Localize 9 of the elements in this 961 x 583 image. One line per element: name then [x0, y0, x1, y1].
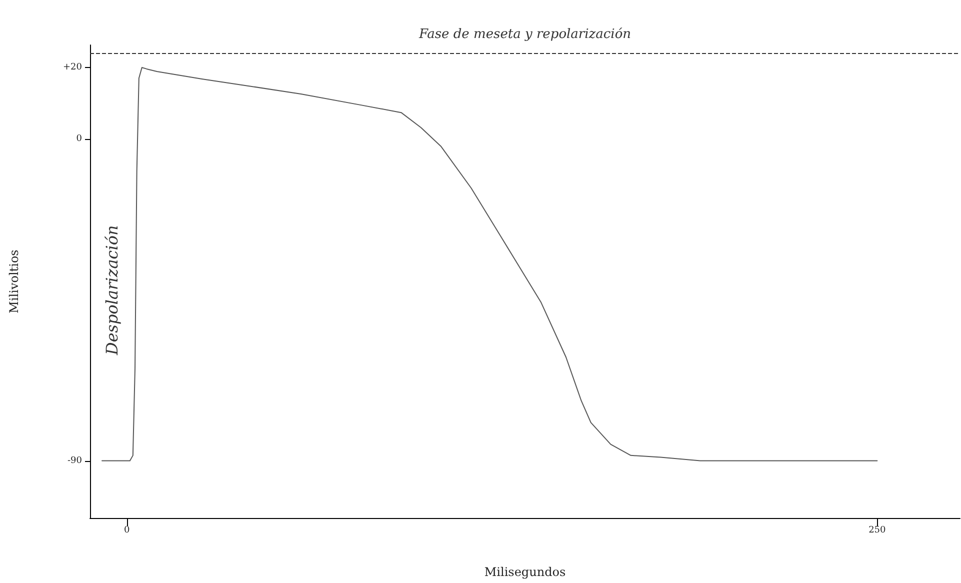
- line-series: [102, 67, 878, 462]
- ref-line-label: Fase de meseta y repolarización: [418, 27, 632, 42]
- annotation: Despolarización: [102, 225, 122, 356]
- y-axis-title: Milivoltios: [7, 250, 21, 314]
- y-tick-label: 0: [76, 134, 82, 144]
- y-tick-label: +20: [63, 62, 82, 73]
- x-tick-label: 250: [868, 526, 886, 536]
- x-axis-title: Milisegundos: [484, 565, 566, 579]
- y-tick-label: -90: [68, 456, 82, 466]
